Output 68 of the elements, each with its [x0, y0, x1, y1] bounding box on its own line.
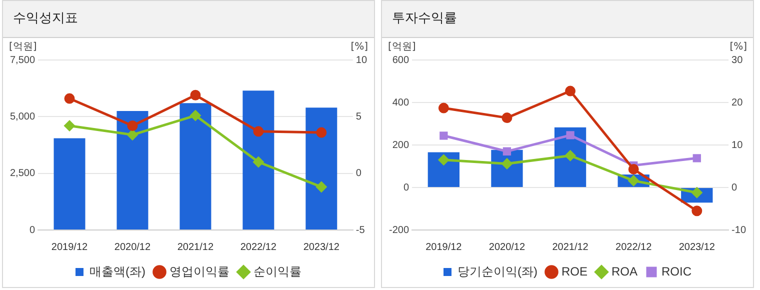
- y-tick-label: 200: [392, 140, 410, 151]
- y-tick-label: 7,500: [10, 54, 36, 66]
- y2-tick-label: 0: [732, 182, 738, 194]
- point: [438, 154, 449, 166]
- legend-label: 순이익률: [253, 264, 302, 278]
- y-axis-title: [억원]: [9, 42, 37, 53]
- y2-tick-label: 0: [356, 168, 362, 180]
- x-tick-label: 2022/12: [240, 242, 277, 253]
- point: [316, 127, 327, 138]
- y2-tick-label: 10: [356, 54, 368, 66]
- y2-axis-title: [%]: [730, 42, 748, 53]
- bar: [306, 108, 338, 230]
- legend-label: 당기순이익(좌): [458, 264, 538, 278]
- x-tick-label: 2020/12: [114, 242, 151, 253]
- point: [502, 147, 512, 156]
- x-tick-label: 2022/12: [616, 242, 652, 253]
- bar: [242, 90, 274, 230]
- point: [253, 156, 264, 168]
- bar: [116, 111, 148, 230]
- y-tick-label: 2,500: [10, 168, 36, 180]
- x-tick-label: 2019/12: [426, 242, 462, 253]
- point: [64, 93, 75, 104]
- point: [64, 120, 75, 131]
- point: [253, 126, 264, 137]
- point: [692, 154, 701, 162]
- y2-tick-label: 20: [732, 97, 744, 108]
- chart-title: 수익성지표: [3, 1, 374, 38]
- bar: [180, 103, 212, 230]
- y2-tick-label: 5: [356, 111, 362, 122]
- point: [127, 120, 138, 131]
- x-tick-label: 2021/12: [177, 242, 214, 253]
- y2-tick-label: -5: [356, 224, 366, 236]
- x-tick-label: 2021/12: [552, 242, 589, 253]
- y-tick-label: 0: [29, 224, 36, 236]
- point: [628, 164, 639, 174]
- legend-label: ROE: [561, 264, 588, 278]
- x-tick-label: 2023/12: [678, 242, 716, 253]
- y-tick-label: 400: [392, 97, 410, 108]
- point: [502, 112, 512, 124]
- point: [565, 86, 576, 96]
- y-axis-title: [억원]: [388, 42, 416, 53]
- point: [127, 130, 138, 140]
- x-tick-label: 2020/12: [488, 242, 526, 253]
- point: [565, 150, 576, 161]
- point: [190, 110, 201, 121]
- point: [440, 132, 448, 140]
- y2-tick-label: 10: [732, 140, 744, 151]
- y2-axis-title: [%]: [350, 42, 368, 53]
- y2-tick-label: 30: [732, 54, 744, 66]
- point: [438, 102, 449, 114]
- legend-label: ROIC: [662, 264, 692, 278]
- bar: [428, 152, 460, 187]
- point: [566, 131, 574, 140]
- y-tick-label: 5,000: [10, 111, 36, 122]
- legend-label: 영업이익률: [169, 264, 230, 278]
- point: [692, 206, 702, 216]
- y2-tick-label: -10: [732, 224, 746, 236]
- chart-title: 투자수익률: [382, 1, 753, 38]
- x-tick-label: 2019/12: [51, 242, 88, 253]
- legend-label: 매출액(좌): [90, 264, 146, 278]
- y-tick-label: 0: [403, 182, 410, 194]
- y-tick-label: -200: [389, 224, 410, 236]
- y-tick-label: 600: [392, 54, 410, 66]
- bar: [54, 138, 86, 230]
- legend-label: ROA: [611, 264, 638, 278]
- point: [190, 90, 201, 100]
- x-tick-label: 2023/12: [303, 242, 340, 253]
- point: [316, 182, 327, 192]
